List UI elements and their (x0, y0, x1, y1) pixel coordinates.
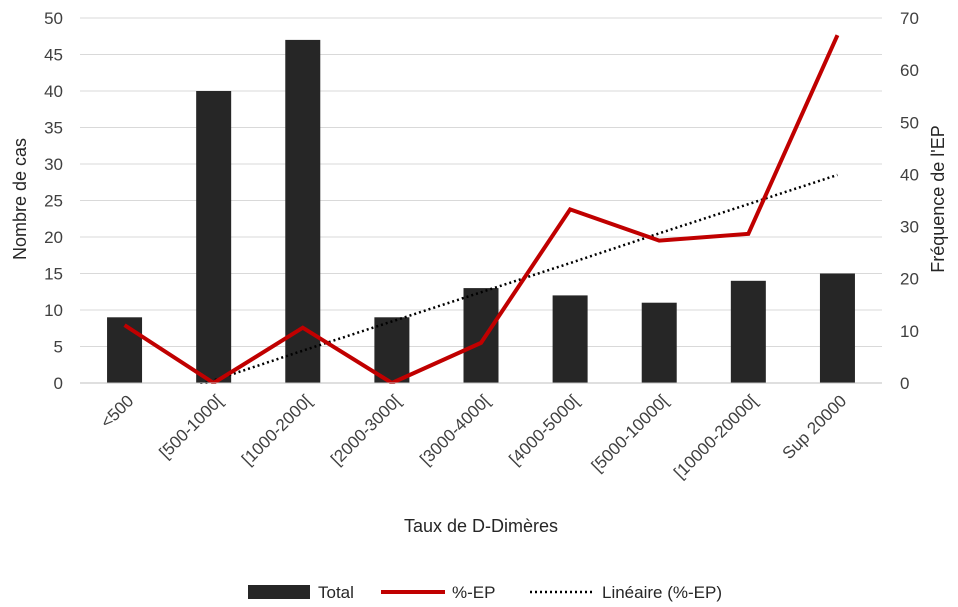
x-axis-ticks: <500 [500-1000[[1000-2000[[2000-3000[[300… (97, 391, 850, 482)
y2-tick-label: 30 (900, 218, 919, 237)
y2-axis-title: Fréquence de l'EP (928, 125, 948, 273)
ep-line (123, 34, 840, 384)
legend-label-ep: %-EP (452, 583, 495, 602)
line-series (123, 34, 840, 384)
x-tick-label: [10000-20000[ (670, 391, 761, 482)
y2-tick-label: 50 (900, 113, 919, 132)
x-tick-label: [3000-4000[ (416, 391, 494, 469)
y-tick-label: 0 (54, 374, 63, 393)
legend: Total %-EP Linéaire (%-EP) (248, 583, 722, 602)
y-tick-label: 20 (44, 228, 63, 247)
bar (285, 39, 321, 384)
x-tick-label: [5000-10000[ (588, 391, 672, 475)
y-tick-label: 30 (44, 155, 63, 174)
x-tick-label: [1000-2000[ (238, 391, 316, 469)
y-tick-label: 40 (44, 82, 63, 101)
x-tick-label: [4000-5000[ (505, 391, 583, 469)
x-tick-label: Sup 20000 (779, 391, 851, 463)
y-tick-label: 25 (44, 192, 63, 211)
bar (107, 317, 143, 383)
bar (730, 280, 766, 383)
x-tick-label: <500 (97, 391, 138, 432)
y-tick-label: 35 (44, 119, 63, 138)
x-tick-label: [2000-3000[ (327, 391, 405, 469)
y-tick-label: 5 (54, 338, 63, 357)
y2-tick-label: 40 (900, 165, 919, 184)
legend-swatch-total (248, 585, 310, 599)
legend-label-total: Total (318, 583, 354, 602)
y2-tick-label: 0 (900, 374, 909, 393)
bar (641, 302, 677, 383)
y2-tick-label: 60 (900, 61, 919, 80)
bar (463, 288, 499, 383)
y2-tick-label: 70 (900, 9, 919, 28)
y-tick-label: 15 (44, 265, 63, 284)
left-axis-ticks: 0 5 10 15 20 25 30 35 40 45 50 (44, 9, 63, 393)
bar (552, 295, 588, 383)
right-axis-ticks: 0 10 20 30 40 50 60 70 (900, 9, 919, 393)
x-tick-label: [500-1000[ (156, 391, 227, 462)
bar-series (107, 39, 855, 384)
trendline (198, 173, 838, 384)
y-tick-label: 45 (44, 46, 63, 65)
y-tick-label: 50 (44, 9, 63, 28)
y2-tick-label: 20 (900, 270, 919, 289)
x-axis-title: Taux de D-Dimères (404, 516, 558, 536)
legend-label-trend: Linéaire (%-EP) (602, 583, 722, 602)
y2-tick-label: 10 (900, 322, 919, 341)
bar (374, 317, 410, 383)
bar (196, 91, 232, 383)
bar (819, 273, 855, 383)
y-tick-label: 10 (44, 301, 63, 320)
y-axis-title: Nombre de cas (10, 138, 30, 260)
